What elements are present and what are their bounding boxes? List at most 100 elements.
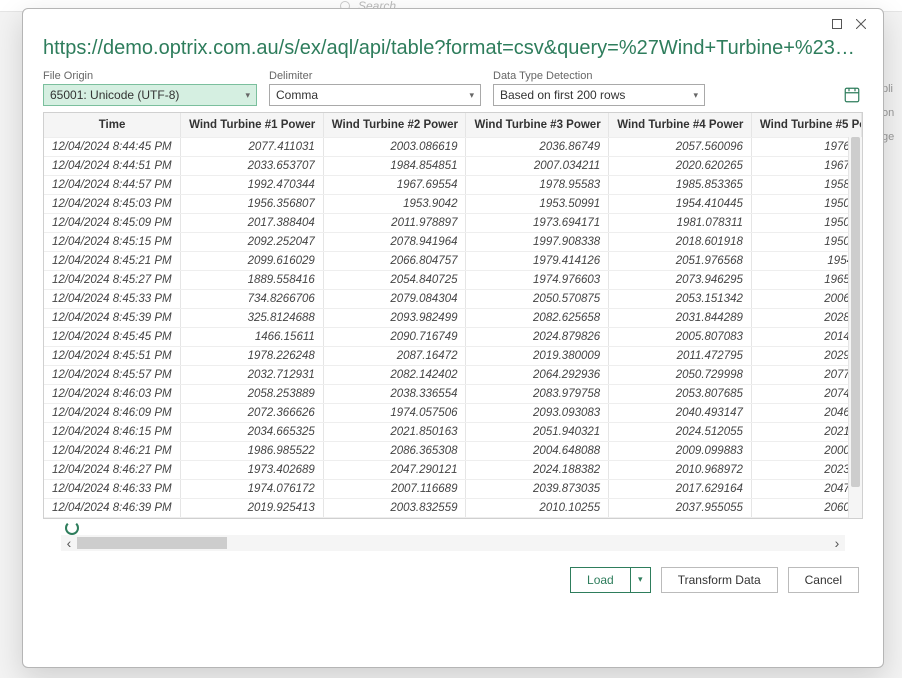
horizontal-scrollbar[interactable]: ‹ › [61,535,845,551]
value-cell: 2019.380009 [466,346,609,365]
value-cell: 2086.365308 [323,441,466,460]
settings-icon[interactable] [841,84,863,106]
file-origin-dropdown[interactable]: 65001: Unicode (UTF-8)▾ [43,84,257,106]
value-cell: 2004.648088 [466,441,609,460]
value-cell: 2050.570875 [466,289,609,308]
value-cell: 2023. [751,460,861,479]
table-row: 12/04/2024 8:46:09 PM2072.3666261974.057… [44,403,862,422]
value-cell: 2046. [751,403,861,422]
refresh-icon[interactable] [65,521,79,535]
value-cell: 2007.034211 [466,156,609,175]
value-cell: 2079.084304 [323,289,466,308]
table-row: 12/04/2024 8:46:27 PM1973.4026892047.290… [44,460,862,479]
value-cell: 1973.402689 [181,460,324,479]
value-cell: 2037.955055 [609,498,752,517]
value-cell: 2014. [751,327,861,346]
value-cell: 1978.95583 [466,175,609,194]
value-cell: 2051.940321 [466,422,609,441]
column-header: Wind Turbine #5 Po [751,113,861,137]
time-cell: 12/04/2024 8:45:15 PM [44,232,181,251]
column-header: Wind Turbine #2 Power [323,113,466,137]
value-cell: 2024.879826 [466,327,609,346]
value-cell: 2018.601918 [609,232,752,251]
value-cell: 2005.807083 [609,327,752,346]
table-row: 12/04/2024 8:45:51 PM1978.2262482087.164… [44,346,862,365]
value-cell: 1953.9042 [323,194,466,213]
time-cell: 12/04/2024 8:45:27 PM [44,270,181,289]
value-cell: 1974.057506 [323,403,466,422]
value-cell: 2036.86749 [466,137,609,156]
value-cell: 2033.653707 [181,156,324,175]
value-cell: 2039.873035 [466,479,609,498]
detection-dropdown[interactable]: Based on first 200 rows▾ [493,84,705,106]
value-cell: 1978.226248 [181,346,324,365]
load-split-button: Load ▾ [570,567,651,593]
value-cell: 1958. [751,175,861,194]
file-origin-label: File Origin [43,70,257,82]
time-cell: 12/04/2024 8:46:15 PM [44,422,181,441]
value-cell: 2083.979758 [466,384,609,403]
time-cell: 12/04/2024 8:45:39 PM [44,308,181,327]
value-cell: 734.8266706 [181,289,324,308]
value-cell: 2092.252047 [181,232,324,251]
value-cell: 2047. [751,479,861,498]
time-cell: 12/04/2024 8:46:33 PM [44,479,181,498]
value-cell: 2078.941964 [323,232,466,251]
value-cell: 2040.493147 [609,403,752,422]
value-cell: 2072.366626 [181,403,324,422]
cancel-button[interactable]: Cancel [788,567,859,593]
value-cell: 1979.414126 [466,251,609,270]
table-row: 12/04/2024 8:46:15 PM2034.6653252021.850… [44,422,862,441]
value-cell: 2031.844289 [609,308,752,327]
value-cell: 2064.292936 [466,365,609,384]
value-cell: 1466.15611 [181,327,324,346]
table-row: 12/04/2024 8:46:21 PM1986.9855222086.365… [44,441,862,460]
value-cell: 2003.832559 [323,498,466,517]
value-cell: 2090.716749 [323,327,466,346]
value-cell: 2082.142402 [323,365,466,384]
value-cell: 2029. [751,346,861,365]
load-button[interactable]: Load [570,567,631,593]
value-cell: 2011.978897 [323,213,466,232]
value-cell: 2019.925413 [181,498,324,517]
value-cell: 2050.729998 [609,365,752,384]
time-cell: 12/04/2024 8:46:09 PM [44,403,181,422]
table-row: 12/04/2024 8:45:15 PM2092.2520472078.941… [44,232,862,251]
value-cell: 2009.099883 [609,441,752,460]
table-row: 12/04/2024 8:45:39 PM325.81246882093.982… [44,308,862,327]
value-cell: 1981.078311 [609,213,752,232]
transform-data-button[interactable]: Transform Data [661,567,778,593]
value-cell: 1950. [751,232,861,251]
value-cell: 2003.086619 [323,137,466,156]
value-cell: 2010.10255 [466,498,609,517]
value-cell: 1954.410445 [609,194,752,213]
value-cell: 1973.694171 [466,213,609,232]
value-cell: 2047.290121 [323,460,466,479]
window-close-button[interactable] [849,15,873,33]
table-row: 12/04/2024 8:44:57 PM1992.4703441967.695… [44,175,862,194]
value-cell: 2057.560096 [609,137,752,156]
value-cell: 1956.356807 [181,194,324,213]
table-row: 12/04/2024 8:46:39 PM2019.9254132003.832… [44,498,862,517]
value-cell: 1965. [751,270,861,289]
value-cell: 1976. [751,137,861,156]
value-cell: 2020.620265 [609,156,752,175]
table-row: 12/04/2024 8:45:57 PM2032.7129312082.142… [44,365,862,384]
value-cell: 1992.470344 [181,175,324,194]
time-cell: 12/04/2024 8:45:45 PM [44,327,181,346]
value-cell: 2006. [751,289,861,308]
value-cell: 2034.665325 [181,422,324,441]
vertical-scrollbar[interactable] [848,137,862,518]
load-dropdown-button[interactable]: ▾ [631,567,651,593]
value-cell: 2099.616029 [181,251,324,270]
window-maximize-button[interactable] [825,15,849,33]
value-cell: 2017.388404 [181,213,324,232]
delimiter-dropdown[interactable]: Comma▾ [269,84,481,106]
table-row: 12/04/2024 8:46:03 PM2058.2538892038.336… [44,384,862,403]
value-cell: 2060. [751,498,861,517]
table-row: 12/04/2024 8:45:09 PM2017.3884042011.978… [44,213,862,232]
value-cell: 1953.50991 [466,194,609,213]
time-cell: 12/04/2024 8:45:21 PM [44,251,181,270]
source-url-title: https://demo.optrix.com.au/s/ex/aql/api/… [23,37,883,66]
time-cell: 12/04/2024 8:46:03 PM [44,384,181,403]
